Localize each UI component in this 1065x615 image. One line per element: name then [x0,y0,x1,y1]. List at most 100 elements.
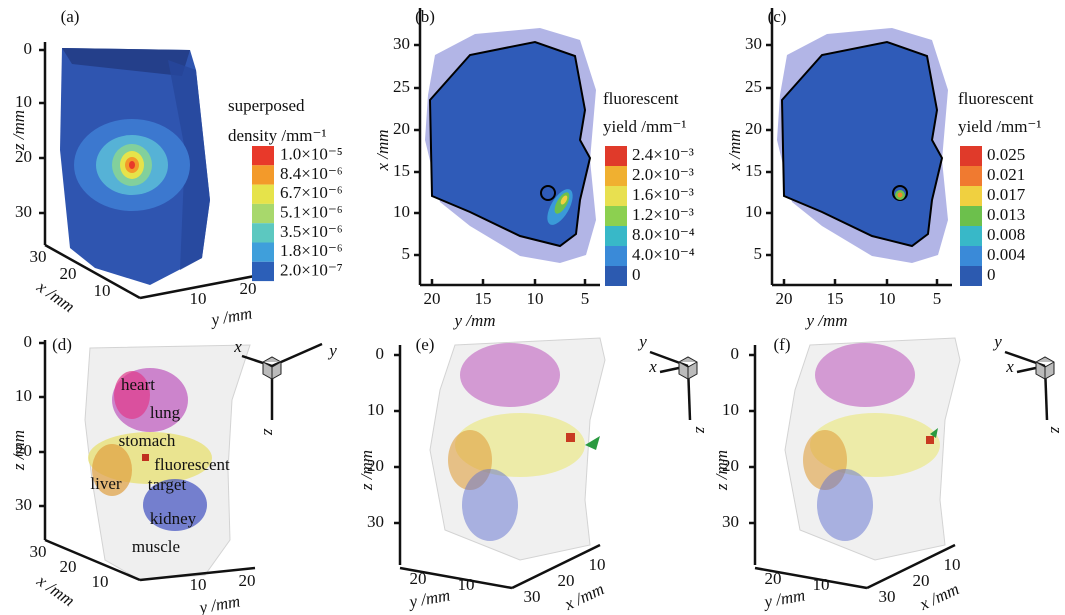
axis-title: x /mm [725,129,744,171]
colorbar-title: yield /mm⁻¹ [603,117,686,136]
colorbar-title: superposed [228,96,305,115]
tick-label: 0 [376,344,385,363]
colorbar-swatch [960,246,982,266]
colorbar-label: 0 [632,265,641,284]
colorbar-swatch [252,223,274,242]
colorbar-swatch [252,185,274,204]
organ-label: kidney [150,509,197,528]
tick-label: 20 [913,571,930,590]
colorbar-label: 0.004 [987,245,1026,264]
panel-label: (a) [61,7,80,26]
tick-label: 0 [24,39,33,58]
colorbar-swatch [252,146,274,165]
tick-label: 20 [240,279,257,298]
tick-label: 10 [722,400,739,419]
tick-label: 25 [393,77,410,96]
tick-label: 15 [475,289,492,308]
panel-label: (d) [52,335,72,354]
panel-label: (f) [774,335,791,354]
tick-label: 30 [15,202,32,221]
colorbar-label: 2.0×10⁻⁷ [280,260,343,279]
tick-label: 10 [190,575,207,594]
orientation-label: x [233,337,242,356]
tick-label: 20 [15,441,32,460]
orientation-cube [1036,357,1054,379]
colorbar-swatch [960,186,982,206]
tick-label: 10 [393,202,410,221]
colorbar-swatch [605,266,627,286]
organ-label: fluorescent [154,455,230,474]
tick-label: 20 [558,571,575,590]
panel-label: (c) [768,7,787,26]
colorbar-label: 1.6×10⁻³ [632,185,694,204]
tick-label: 20 [776,289,793,308]
organ-label: target [148,475,187,494]
tick-label: 10 [92,572,109,591]
axis-title: y /mm [804,311,847,330]
tick-label: 10 [813,575,830,594]
colorbar-label: 0.025 [987,145,1025,164]
organ-label: heart [121,375,155,394]
colorbar-swatch [960,266,982,286]
figure: (a)z /mm0102030x /mm302010y /mm1020super… [0,0,1065,615]
colorbar-label: 0 [987,265,996,284]
axis-title: y /mm [452,311,495,330]
colorbar-label: 1.2×10⁻³ [632,205,694,224]
tick-label: 30 [367,512,384,531]
tick-label: 30 [524,587,541,606]
tick-label: 5 [933,289,942,308]
colorbar-swatch [252,204,274,223]
tick-label: 0 [24,332,33,351]
colorbar-label: 1.8×10⁻⁶ [280,241,343,260]
density-render [60,48,210,285]
colorbar-title: fluorescent [958,89,1034,108]
tick-label: 10 [190,289,207,308]
axis-title: z /mm [9,110,28,151]
colorbar-label: 3.5×10⁻⁶ [280,222,343,241]
tick-label: 15 [393,161,410,180]
organ-label: stomach [119,431,176,450]
colorbar-swatch [252,165,274,184]
orientation-label: y [637,332,647,351]
tick-label: 30 [722,512,739,531]
body-render [430,338,605,560]
organ-label: muscle [132,537,180,556]
axis-title: y /mm [406,586,452,612]
colorbar-label: 2.0×10⁻³ [632,165,694,184]
colorbar-label: 0.013 [987,205,1025,224]
tick-label: 10 [15,92,32,111]
tick-label: 5 [754,244,763,263]
tick-label: 10 [589,555,606,574]
colorbar-title: fluorescent [603,89,679,108]
tick-label: 25 [745,77,762,96]
colorbar-swatch [252,243,274,262]
tick-label: 20 [722,456,739,475]
colorbar-label: 5.1×10⁻⁶ [280,202,343,221]
tick-label: 10 [367,400,384,419]
colorbar-title: density /mm⁻¹ [228,126,327,145]
orientation-label: x [648,357,657,376]
slice-render [425,28,596,263]
axis-title: x /mm [373,129,392,171]
colorbar-swatch [605,166,627,186]
colorbar-label: 2.4×10⁻³ [632,145,694,164]
tick-label: 20 [393,119,410,138]
orientation-label: z [692,426,711,434]
orientation-label: y [327,341,337,360]
axis-title: y /mm [196,592,242,615]
orientation-label: y [992,332,1002,351]
orientation-label: x [1005,357,1014,376]
colorbar-swatch [605,206,627,226]
axis-title: y /mm [761,586,807,612]
colorbar-swatch [960,146,982,166]
colorbar-label: 6.7×10⁻⁶ [280,183,343,202]
tick-label: 30 [30,542,47,561]
tick-label: 0 [731,344,740,363]
tick-label: 20 [60,557,77,576]
colorbar-label: 0.008 [987,225,1025,244]
tick-label: 30 [15,495,32,514]
colorbar-swatch [605,226,627,246]
hotspot-c [895,190,905,200]
colorbar-label: 0.021 [987,165,1025,184]
tick-label: 10 [527,289,544,308]
